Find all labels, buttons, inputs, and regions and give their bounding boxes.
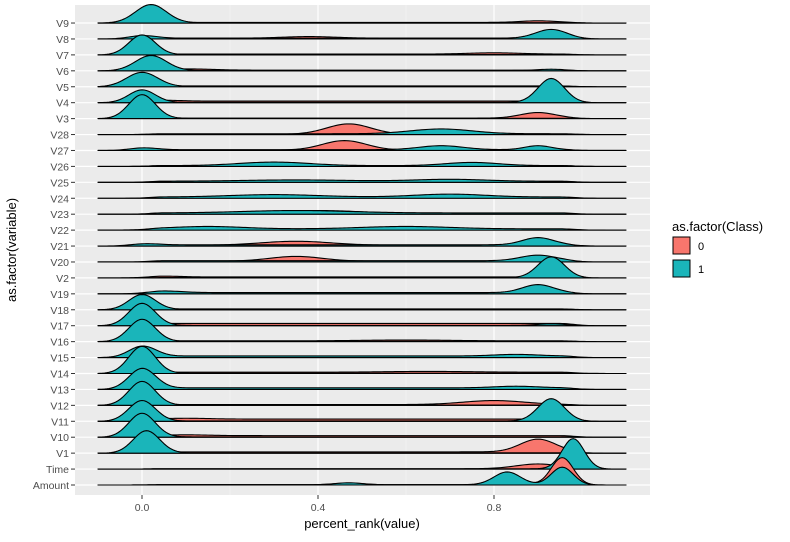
y-tick-label: V22: [50, 225, 69, 237]
x-axis-label: percent_rank(value): [304, 516, 420, 531]
y-tick-label: V19: [50, 289, 69, 301]
y-tick-label: V3: [56, 114, 69, 126]
y-tick-label: V26: [50, 161, 69, 173]
y-tick-label: V6: [56, 66, 69, 78]
y-tick-label: V2: [56, 273, 69, 285]
y-tick-label: V11: [51, 416, 69, 428]
legend-title: as.factor(Class): [672, 219, 763, 234]
legend-key-0: [673, 237, 690, 254]
y-tick-label: V10: [50, 432, 69, 444]
y-tick-label: V25: [50, 177, 69, 189]
y-tick-label: V8: [56, 34, 69, 46]
x-axis: 0.0 0.4 0.8: [135, 495, 502, 514]
y-tick-label: V1: [56, 448, 69, 460]
legend-label-1: 1: [698, 264, 704, 276]
y-tick-label: Time: [46, 464, 69, 476]
y-tick-label: Amount: [33, 480, 69, 492]
y-tick-label: V16: [50, 337, 69, 349]
y-tick-label: V9: [56, 18, 69, 30]
x-tick-label: 0.8: [487, 502, 502, 514]
legend-key-1: [673, 260, 690, 277]
y-tick-label: V21: [50, 241, 69, 253]
y-tick-label: V4: [56, 98, 69, 110]
y-tick-label: V20: [50, 257, 69, 269]
y-tick-label: V7: [56, 50, 69, 62]
y-tick-label: V24: [50, 193, 69, 205]
y-tick-label: V18: [50, 305, 69, 317]
y-tick-label: V5: [56, 82, 69, 94]
y-axis-label: as.factor(variable): [4, 198, 19, 302]
x-tick-label: 0.0: [135, 502, 150, 514]
y-axis: Amount Time V1 V10 V11 V12 V13 V14 V15 V16 V17 V18 V…: [33, 18, 75, 492]
y-tick-label: V15: [50, 353, 69, 365]
y-tick-label: V28: [50, 130, 69, 142]
legend: as.factor(Class) 0 1: [672, 219, 763, 277]
y-tick-label: V13: [50, 384, 69, 396]
y-tick-label: V27: [50, 145, 69, 157]
y-tick-label: V14: [50, 368, 69, 380]
y-tick-label: V12: [50, 400, 69, 412]
y-tick-label: V23: [50, 209, 69, 221]
legend-label-0: 0: [698, 241, 704, 253]
x-tick-label: 0.4: [311, 502, 326, 514]
y-tick-label: V17: [50, 321, 69, 333]
